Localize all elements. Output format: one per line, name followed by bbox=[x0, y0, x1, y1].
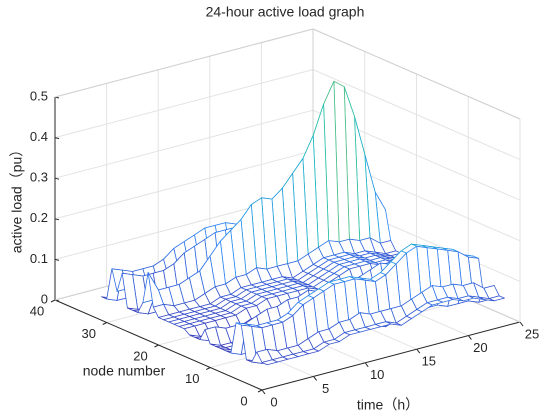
z-tick-label: 0.2 bbox=[30, 210, 48, 225]
z-tick-label: 0.3 bbox=[30, 170, 48, 185]
y-tick bbox=[154, 344, 159, 348]
z-tick-label: 0.1 bbox=[30, 251, 48, 266]
z-tick bbox=[54, 258, 60, 261]
x-tick bbox=[467, 335, 472, 340]
y-tick-label: 0 bbox=[240, 393, 247, 408]
grid-line bbox=[54, 69, 314, 139]
z-tick bbox=[54, 137, 60, 140]
y-tick bbox=[257, 389, 263, 393]
y-tick-label: 10 bbox=[185, 371, 199, 386]
x-tick-label: 20 bbox=[473, 340, 487, 355]
z-tick bbox=[54, 218, 60, 221]
mesh-cell bbox=[261, 359, 278, 366]
y-tick-label: 30 bbox=[82, 326, 96, 341]
axis-line bbox=[261, 321, 521, 391]
y-tick bbox=[50, 299, 56, 303]
x-tick-label: 5 bbox=[322, 381, 329, 396]
z-tick-label: 0.5 bbox=[30, 88, 48, 103]
x-tick bbox=[261, 389, 266, 395]
axis-line bbox=[54, 299, 263, 391]
box-line bbox=[312, 28, 521, 120]
x-tick bbox=[416, 348, 421, 354]
x-tick bbox=[519, 321, 524, 327]
x-tick-label: 10 bbox=[370, 367, 384, 382]
z-tick-label: 0.4 bbox=[30, 129, 48, 144]
x-tick bbox=[364, 362, 369, 368]
x-axis-label: time（h） bbox=[357, 397, 419, 413]
x-tick-label: 0 bbox=[270, 394, 277, 409]
x-tick-label: 25 bbox=[525, 326, 539, 341]
z-axis-label: active load（pu） bbox=[9, 143, 25, 254]
y-tick-label: 40 bbox=[30, 303, 44, 318]
z-tick-label: 0 bbox=[41, 291, 48, 306]
y-tick bbox=[206, 367, 211, 370]
z-tick bbox=[54, 177, 60, 180]
grid-line bbox=[312, 69, 521, 161]
chart-title: 24-hour active load graph bbox=[206, 4, 365, 20]
y-tick bbox=[102, 322, 107, 325]
mesh bbox=[101, 80, 505, 366]
y-tick-label: 20 bbox=[133, 348, 147, 363]
y-axis-label: node number bbox=[83, 363, 166, 379]
x-tick-label: 15 bbox=[422, 354, 436, 369]
box-line bbox=[54, 28, 314, 98]
grid-line bbox=[54, 150, 314, 220]
grid-line bbox=[54, 109, 314, 179]
x-tick bbox=[313, 376, 318, 381]
